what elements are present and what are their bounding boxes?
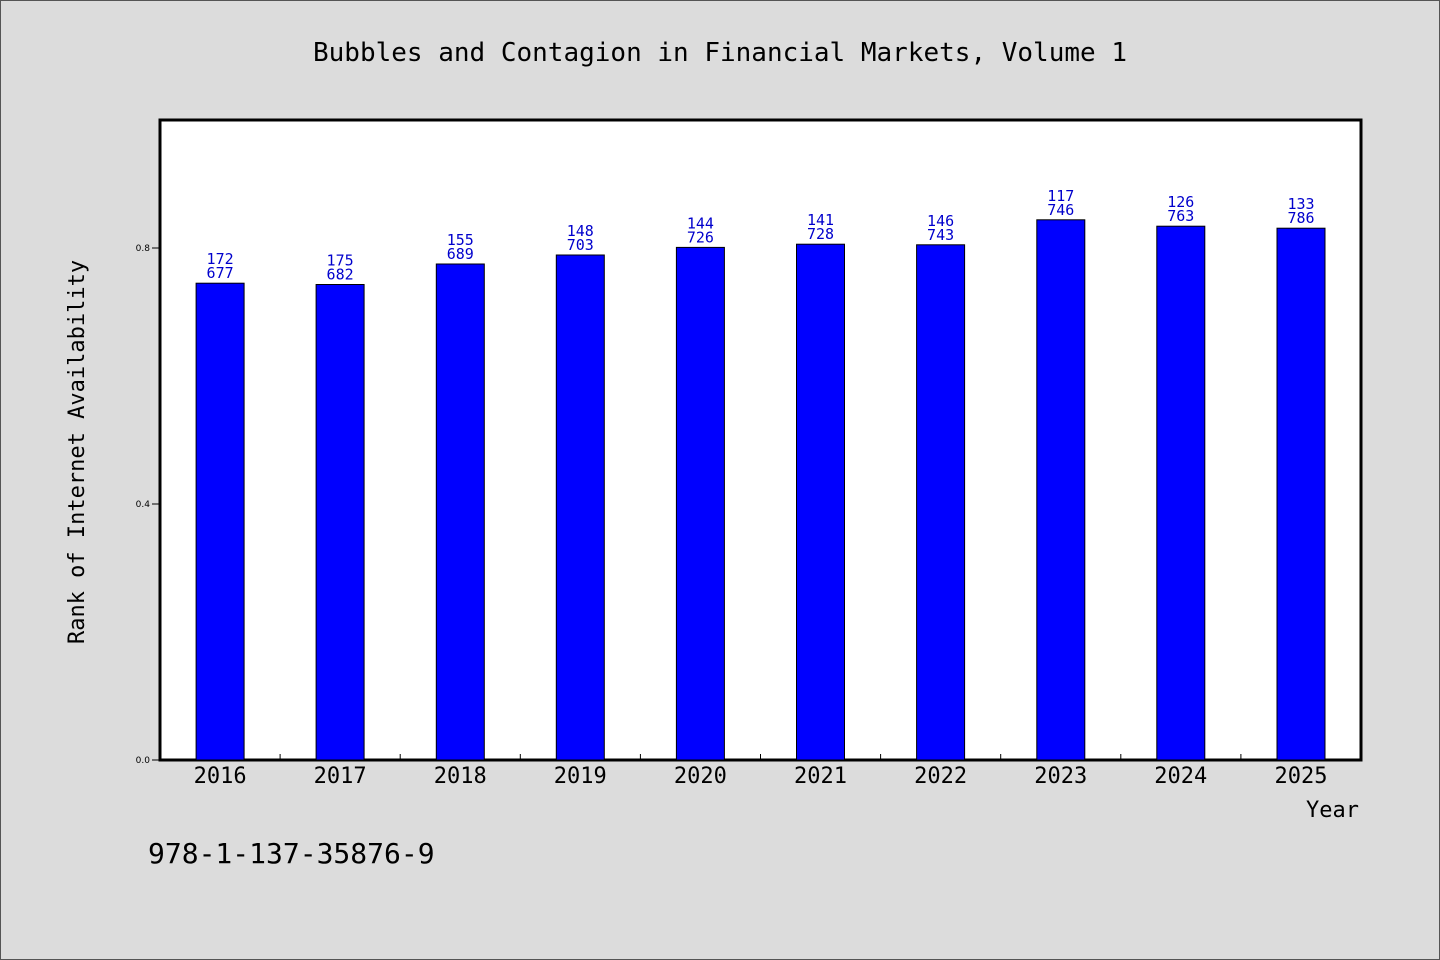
bar-label-bottom-2025: 786 [1287,209,1314,227]
x-axis-ticks: 2016 2017 2018 2019 2020 2021 2022 2023 2024 2025 [194,754,1328,789]
bar-2017 [315,284,365,761]
bar-label-bottom-2022: 743 [927,226,954,244]
bar-label-top-2022: 146 [927,212,954,230]
y-tick-label: 0.0 [136,756,151,766]
y-tick-label: 0.4 [136,500,151,510]
bar-label-top-2023: 117 [1047,187,1074,205]
y-tick-label: 0.8 [136,244,151,254]
bar-label-bottom-2018: 689 [447,245,474,263]
bar-label-top-2019: 148 [567,222,594,240]
x-tick-label-2023: 2023 [1034,764,1087,789]
y-axis-label: Rank of Internet Availability [65,260,90,644]
y-axis-ticks: 0.0 0.4 0.8 [136,244,160,766]
bar-label-bottom-2021: 728 [807,225,834,243]
isbn-text: 978-1-137-35876-9 [148,837,435,870]
x-tick-label-2017: 2017 [314,764,367,789]
bar-2022 [916,244,966,761]
bar-label-bottom-2024: 763 [1167,207,1194,225]
bar-label-top-2016: 172 [207,250,234,268]
bar-2023 [1036,219,1086,761]
x-tick-label-2022: 2022 [914,764,967,789]
bar-label-top-2020: 144 [687,214,714,232]
x-tick-label-2020: 2020 [674,764,727,789]
bar-label-bottom-2017: 682 [327,266,354,284]
bar-label-top-2024: 126 [1167,193,1194,211]
x-tick-label-2018: 2018 [434,764,487,789]
bars-group [195,219,1326,761]
bar-label-bottom-2016: 677 [207,264,234,282]
bar-label-top-2018: 155 [447,231,474,249]
x-tick-label-2016: 2016 [194,764,247,789]
x-tick-label-2025: 2025 [1275,764,1328,789]
x-tick-label-2019: 2019 [554,764,607,789]
bar-2024 [1156,225,1206,761]
bar-label-top-2017: 175 [327,252,354,270]
bar-2020 [675,246,725,761]
bar-label-bottom-2023: 746 [1047,201,1074,219]
bar-label-bottom-2019: 703 [567,236,594,254]
bar-2025 [1276,227,1326,761]
bar-2019 [555,254,605,761]
chart-title: Bubbles and Contagion in Financial Marke… [313,38,1127,68]
x-axis-label: Year [1306,798,1359,823]
bar-2021 [796,243,845,761]
bar-2018 [435,263,485,761]
bar-label-top-2021: 141 [807,211,834,229]
bar-label-top-2025: 133 [1287,195,1314,213]
x-tick-label-2024: 2024 [1154,764,1207,789]
x-tick-label-2021: 2021 [794,764,847,789]
bar-label-bottom-2020: 726 [687,228,714,246]
bar-2016 [195,282,245,761]
